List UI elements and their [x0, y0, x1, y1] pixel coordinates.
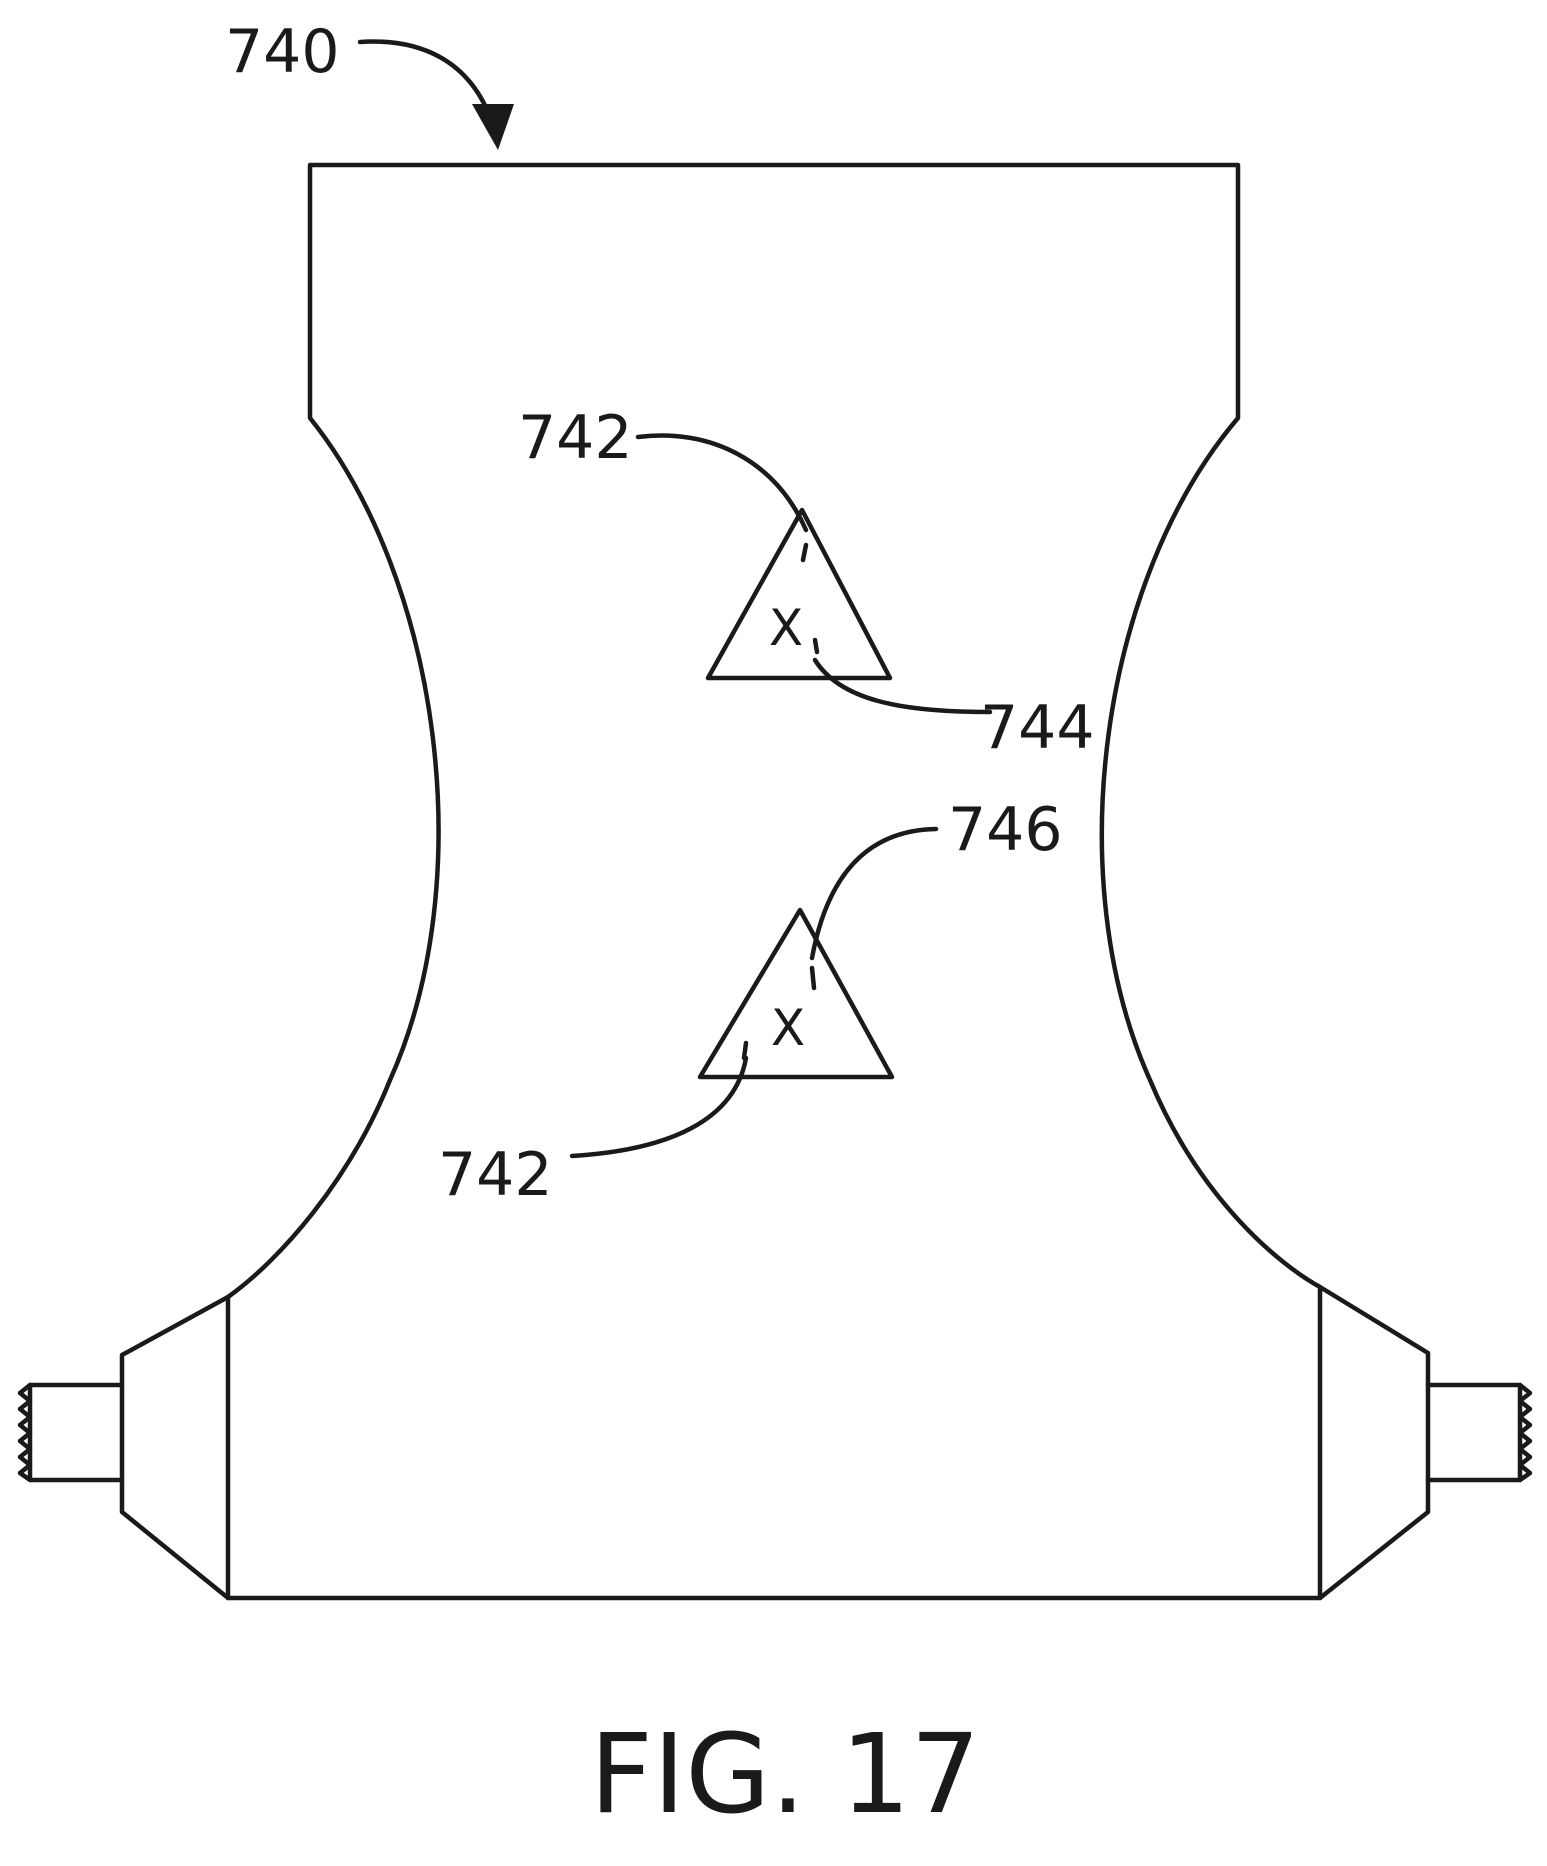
leader-742-top	[638, 436, 806, 530]
article-outline	[228, 165, 1320, 1598]
left-fastening-tab	[30, 1385, 122, 1480]
right-ear-panel	[1320, 1287, 1428, 1598]
left-ear-panel	[122, 1297, 228, 1598]
figure-caption: FIG. 17	[590, 1710, 981, 1838]
upper-tick	[803, 545, 806, 560]
ref-label-746: 746	[948, 795, 1063, 865]
ref-label-740: 740	[225, 17, 340, 87]
ref-label-742-bottom: 742	[438, 1140, 553, 1210]
ref-label-742-top: 742	[518, 403, 633, 473]
right-fastening-tab	[1428, 1385, 1520, 1480]
upper-x-tick	[815, 640, 817, 652]
arrowhead-740	[472, 104, 514, 150]
lower-x-marker: X	[771, 999, 805, 1057]
leader-746	[812, 829, 936, 958]
lower-x-tick	[744, 1043, 746, 1058]
upper-x-marker: X	[769, 599, 803, 657]
leader-744	[815, 660, 990, 712]
leader-740	[360, 42, 492, 122]
ref-label-744: 744	[980, 693, 1095, 763]
right-tab-serration	[1520, 1385, 1530, 1480]
lower-tick	[812, 968, 814, 988]
left-tab-serration	[20, 1385, 30, 1480]
leader-742-bottom	[572, 1058, 746, 1156]
